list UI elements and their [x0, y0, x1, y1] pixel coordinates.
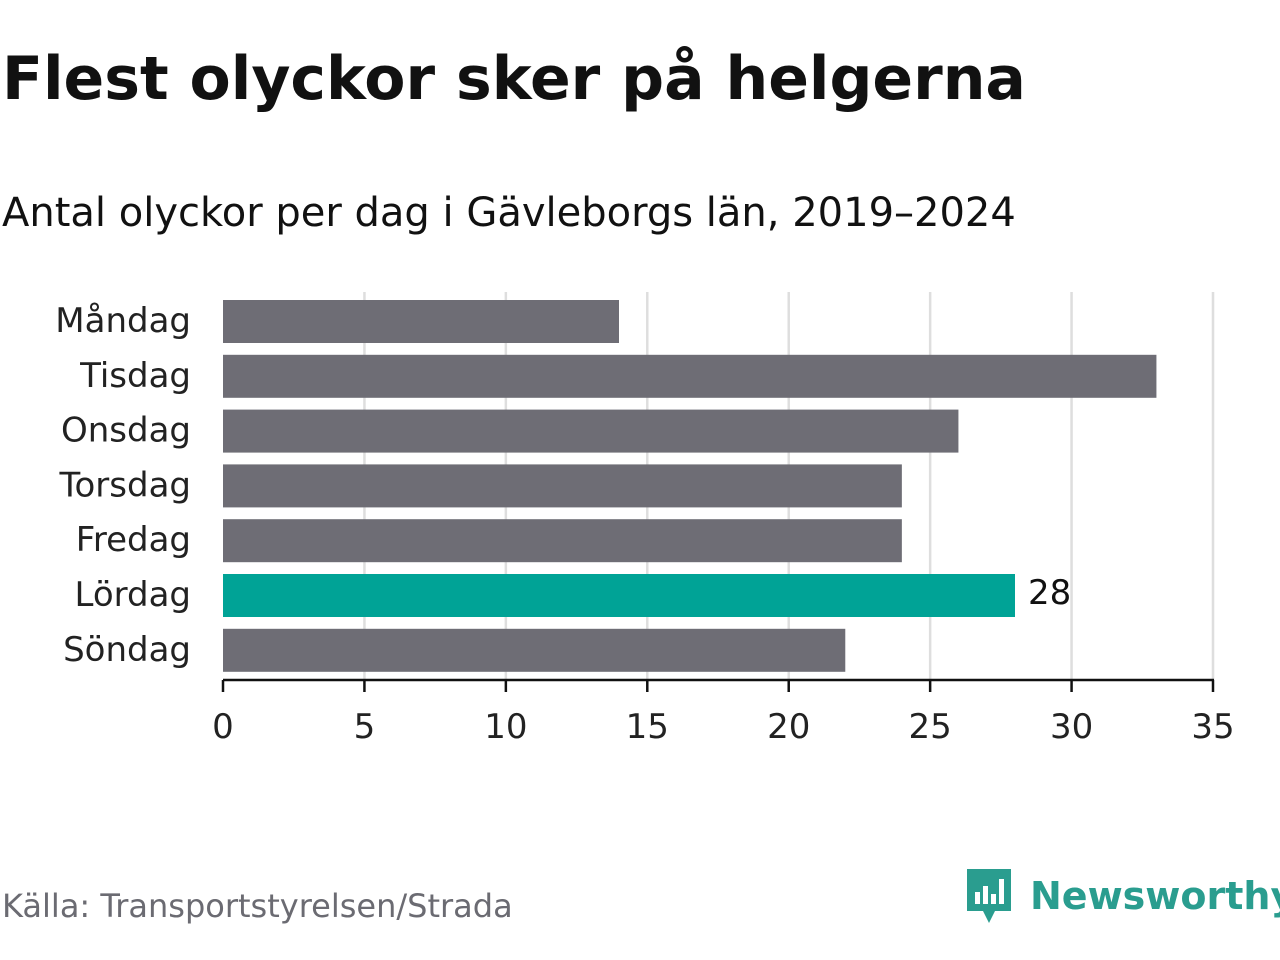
category-label: Måndag [55, 301, 191, 341]
category-label: Tisdag [79, 356, 191, 396]
category-labels: Måndag Tisdag Onsdag Torsdag Fredag Lördag 28 S… [55, 301, 1071, 670]
bar [223, 300, 619, 343]
source-note: Källa: Transportstyrelsen/Strada [2, 887, 513, 925]
chart-title: Flest olyckor sker på helgerna [2, 44, 1026, 114]
bar [223, 628, 846, 672]
x-axis: 0 5 10 15 20 25 30 35 [212, 678, 1235, 747]
chart-subtitle: Antal olyckor per dag i Gävleborgs län, … [2, 190, 1016, 236]
x-tick-label: 10 [484, 707, 527, 747]
x-tick-label: 5 [354, 707, 376, 747]
bar [223, 354, 1157, 398]
category-label: Söndag [63, 630, 191, 670]
data-label: 28 [1028, 573, 1071, 613]
brand-logo: Newsworthy [964, 864, 1280, 928]
bar [223, 519, 902, 563]
category-label: Lördag [74, 575, 191, 615]
bars [223, 300, 1157, 672]
bar [223, 409, 959, 453]
bar [223, 464, 902, 508]
category-label: Fredag [76, 520, 191, 560]
bar-highlight [223, 574, 1015, 617]
x-tick-label: 15 [626, 707, 669, 747]
x-tick-label: 35 [1191, 707, 1234, 747]
category-label: Torsdag [59, 465, 191, 505]
x-tick-label: 25 [909, 707, 952, 747]
x-tick-label: 20 [767, 707, 810, 747]
category-label: Onsdag [61, 411, 191, 451]
brand-name: Newsworthy [1030, 874, 1280, 918]
x-tick-label: 30 [1050, 707, 1093, 747]
newsworthy-logo-icon [967, 869, 1011, 923]
x-tick-label: 0 [212, 707, 234, 747]
